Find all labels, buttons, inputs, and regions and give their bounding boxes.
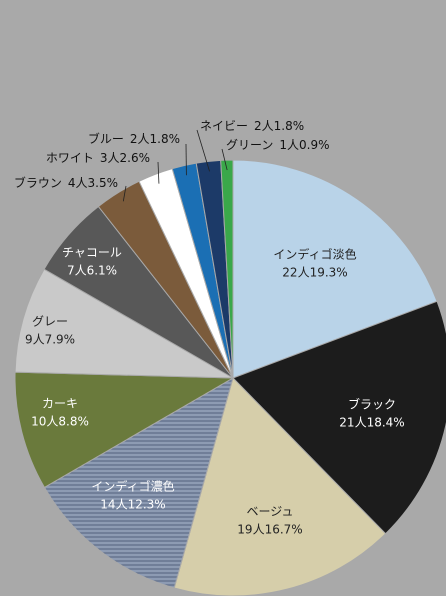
value-label: 14人12.3%: [100, 498, 165, 512]
pie-slice: [232, 159, 438, 379]
value-label: 2人1.8%: [254, 119, 304, 133]
slice-label: ブルー 2人1.8%: [88, 131, 180, 146]
slice-label: ネイビー 2人1.8%: [200, 119, 304, 133]
leader-line: [196, 129, 210, 172]
value-label: 21人18.4%: [339, 416, 404, 430]
slice-label: インディゴ淡色: [273, 247, 356, 262]
pie-slice: [14, 268, 234, 379]
pie-slice: [173, 377, 387, 596]
slice-label: チャコール: [62, 246, 122, 260]
slice-label: ブラック: [348, 397, 396, 412]
category-name: ネイビー: [200, 119, 248, 133]
value-label: 19人16.7%: [237, 523, 302, 537]
value-label: 1人0.9%: [279, 138, 329, 152]
pie-slice: [220, 159, 234, 379]
value-label: 9人7.9%: [25, 333, 75, 347]
value-label: 3人2.6%: [100, 151, 150, 165]
slice-label: カーキ: [42, 397, 78, 411]
slice-label: グリーン 1人0.9%: [226, 138, 330, 152]
pie-slice: [43, 376, 234, 589]
leader-line: [157, 161, 160, 184]
value-label: 10人8.8%: [31, 415, 89, 429]
slice-label: グレー: [32, 315, 68, 329]
category-name: ホワイト: [46, 151, 94, 165]
slice-label: ホワイト 3人2.6%: [46, 151, 150, 165]
value-label: 22人19.3%: [282, 266, 347, 280]
leader-line: [122, 185, 127, 202]
slice-label: ブラウン 4人3.5%: [14, 175, 118, 190]
value-label: 2人1.8%: [130, 132, 180, 146]
slice-label: インディゴ濃色: [91, 479, 174, 494]
value-label: 4人3.5%: [68, 176, 118, 190]
category-name: ブルー: [88, 131, 124, 146]
leader-line: [221, 148, 228, 171]
category-name: グリーン: [226, 138, 273, 152]
value-label: 7人6.1%: [67, 264, 117, 278]
slice-label: ベージュ: [247, 505, 294, 519]
category-name: ブラウン: [14, 175, 62, 190]
pie-slice: [14, 371, 235, 489]
